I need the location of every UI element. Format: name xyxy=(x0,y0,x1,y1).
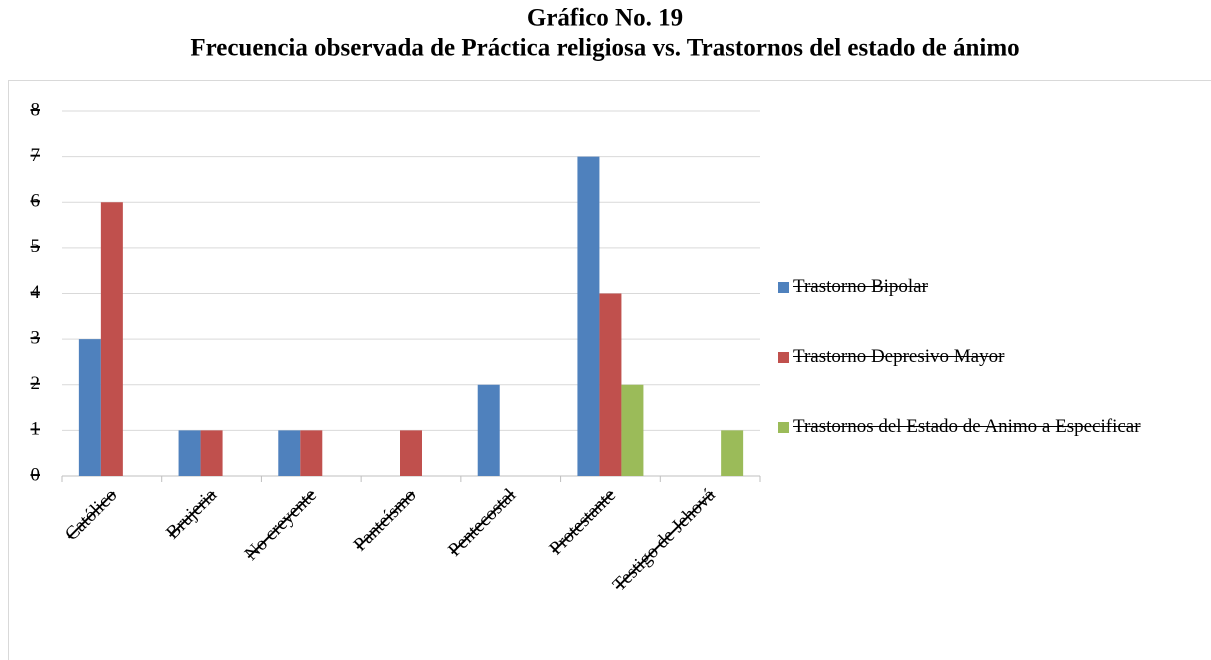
legend-swatch xyxy=(778,352,789,363)
legend-swatch xyxy=(778,422,789,433)
bar xyxy=(721,430,744,476)
x-tick-label: Pentecostal xyxy=(444,485,520,561)
legend-item: Trastorno Bipolar xyxy=(778,272,1198,302)
bar xyxy=(178,430,201,476)
chart-subtitle: Frecuencia observada de Práctica religio… xyxy=(190,35,1019,62)
legend-label: Trastornos del Estado de Animo a Especif… xyxy=(793,416,1141,437)
x-tick-label: Brujeria xyxy=(162,484,221,543)
bar xyxy=(577,156,600,476)
y-tick-label: 4 xyxy=(31,282,41,303)
legend-item: Trastornos del Estado de Animo a Especif… xyxy=(778,412,1198,442)
bar xyxy=(477,384,500,476)
x-tick-label: Panteísmo xyxy=(350,485,421,556)
bar xyxy=(278,430,301,476)
bar xyxy=(400,430,422,476)
y-tick-label: 6 xyxy=(31,191,41,212)
legend-item: Trastorno Depresivo Mayor xyxy=(778,342,1198,372)
y-tick-label: 5 xyxy=(31,236,41,257)
y-tick-label: 1 xyxy=(31,419,41,440)
bar xyxy=(599,293,622,476)
legend-swatch xyxy=(778,282,789,293)
legend-label: Trastorno Depresivo Mayor xyxy=(793,346,1005,367)
x-tick-label: No creyente xyxy=(241,485,321,565)
bar xyxy=(100,202,123,476)
x-tick-label: Protestante xyxy=(545,485,620,560)
x-tick-label: Católico xyxy=(61,485,121,545)
y-tick-label: 3 xyxy=(31,327,41,348)
y-tick-label: 7 xyxy=(31,145,41,166)
y-tick-label: 8 xyxy=(31,99,41,120)
legend: Trastorno Bipolar Trastorno Depresivo May… xyxy=(778,272,1198,482)
y-tick-label: 0 xyxy=(31,464,41,485)
bar xyxy=(621,384,644,476)
bar xyxy=(78,339,101,476)
chart-border xyxy=(8,80,1211,660)
bar xyxy=(300,430,323,476)
x-tick-label: Testigo de Jehová xyxy=(609,484,720,595)
bar xyxy=(200,430,223,476)
legend-label: Trastorno Bipolar xyxy=(793,276,928,297)
y-tick-label: 2 xyxy=(31,373,41,394)
chart-title: Gráfico No. 19 xyxy=(527,5,683,32)
